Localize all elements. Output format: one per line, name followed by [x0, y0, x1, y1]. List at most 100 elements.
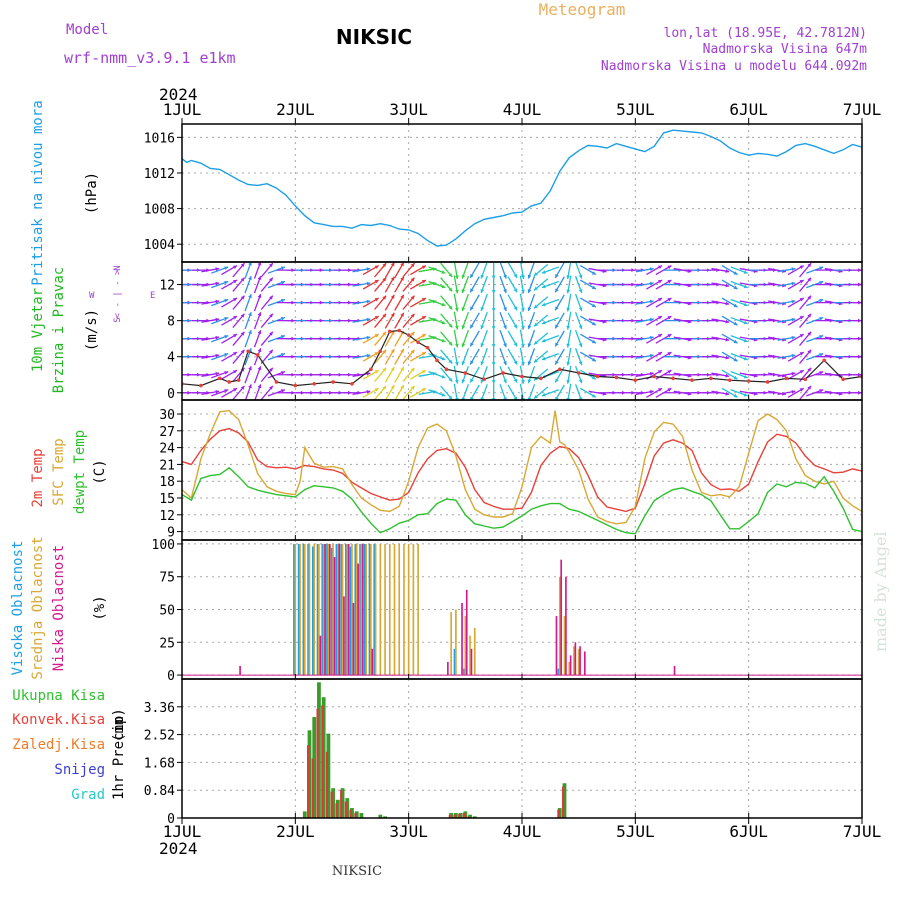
wind-arrow-head	[461, 325, 466, 330]
wind-arrow-head	[461, 361, 466, 366]
wind-arrow-head	[374, 370, 379, 374]
cloud_mid-bar	[403, 543, 405, 676]
precip_conv-bar	[311, 758, 314, 818]
wind-arrow-head	[215, 353, 220, 358]
wind-arrow-head	[658, 316, 663, 320]
wind-arrow-head	[658, 352, 663, 356]
wind-arrow-head	[578, 379, 583, 384]
wind-arrow-head	[224, 353, 229, 357]
wind-arrow-head	[867, 355, 871, 359]
cloud_mid-bar	[313, 543, 316, 676]
cloud_mid-bar	[407, 543, 410, 676]
wind-speed-point	[576, 371, 581, 375]
wind-arrow-head	[743, 284, 748, 289]
temperature-labels: 2m Temp SFC Temp dewpt Temp (C)	[30, 430, 108, 514]
temperature-ytick-label: 24	[159, 442, 175, 457]
wind-arrow-head	[566, 289, 571, 294]
wind-arrow-head	[791, 389, 796, 394]
wind-arrow-head	[743, 338, 748, 343]
wind-arrow-head	[541, 302, 546, 307]
wind-arrow-head	[224, 280, 229, 285]
precip_total-bar	[345, 798, 350, 818]
wind-arrow-head	[521, 325, 525, 330]
wind-arrow-head	[461, 289, 466, 294]
wind-arrow-head	[807, 295, 812, 300]
wind-arrow-head	[725, 337, 730, 342]
wind-arrow-head	[799, 352, 804, 356]
precip_total-bar	[562, 783, 567, 818]
precip_total-bar	[378, 814, 383, 818]
precip_total-bar	[449, 813, 454, 818]
cloud_high-bar	[297, 543, 300, 676]
cloud_high-bar	[302, 543, 305, 676]
precip-ytick-label: 1.68	[144, 756, 175, 771]
wind-arrow-head	[448, 287, 453, 292]
day-label-bottom: 3JUL	[389, 822, 428, 841]
wind-arrow-head	[400, 294, 404, 299]
wind-arrow-head	[867, 373, 871, 377]
cloud_low-bar	[447, 661, 449, 676]
wind-arrow-head	[733, 303, 738, 308]
wind-arrow-head	[269, 367, 273, 372]
wind-arrow-head	[421, 265, 426, 270]
wind-arrow-head	[513, 288, 518, 293]
wind-arrow-head	[280, 266, 285, 271]
cloud_high-bar	[363, 543, 366, 676]
wind-speed-point	[435, 358, 439, 363]
wind-arrow-head	[541, 338, 546, 343]
wind-ytick-label: 8	[167, 315, 175, 330]
wind-arrow-head	[521, 275, 525, 279]
temperature-ytick-label: 9	[167, 526, 175, 541]
wind-arrow-head	[224, 334, 229, 339]
wind-arrow-head	[269, 331, 273, 336]
wind-ytick-label: 12	[159, 279, 175, 294]
wind-arrow-head	[649, 335, 654, 340]
precip_total-bar	[312, 717, 317, 818]
wind-panel: 0 4 8 12	[159, 261, 871, 402]
wind-arrow-head	[791, 299, 796, 304]
clouds-data	[182, 543, 862, 676]
wind-arrow-head	[366, 389, 371, 394]
wind-arrow-head	[441, 284, 446, 289]
wind-speed-point	[784, 376, 789, 381]
wind-arrow-head	[513, 378, 518, 383]
temperature-ytick-label: 18	[159, 475, 175, 490]
cloud_high-bar	[321, 543, 324, 676]
day-label-bottom: 5JUL	[616, 822, 655, 841]
wind-arrow-head	[867, 319, 871, 323]
wind-arrow-head	[280, 353, 285, 357]
wind-arrow-head	[400, 384, 404, 389]
wind-arrow-head	[224, 266, 229, 271]
cloud_low-bar	[579, 646, 581, 676]
wind-arrow-head	[807, 331, 812, 336]
wind-arrow-head	[533, 272, 538, 276]
wind-arrow-head	[454, 307, 459, 312]
pressure-labels: Pritisak na nivou mora (hPa)	[30, 100, 100, 285]
wind-speed-point	[406, 333, 411, 337]
cloud_mid-bar	[365, 543, 367, 676]
cloud_mid-bar	[318, 543, 320, 676]
cloud_mid-bar	[455, 609, 457, 676]
wind-arrow-head	[725, 301, 730, 306]
wind-speed-point	[614, 375, 619, 380]
wind-arrow-head	[799, 370, 804, 374]
wind-arrow-head	[658, 265, 663, 270]
year-label-bottom: 2024	[159, 839, 198, 858]
cloud_low-bar	[347, 543, 350, 676]
cloud_mid-bar	[327, 543, 330, 676]
precip_conv-bar	[462, 813, 465, 818]
day-label-top: 7JUL	[843, 100, 882, 119]
wind-arrow-head	[658, 370, 663, 374]
cloud_mid-bar	[577, 648, 580, 676]
temperature-unit: (C)	[92, 459, 108, 484]
wind-arrow-head	[555, 324, 559, 329]
precip_conv-bar	[557, 809, 560, 818]
day-label-top: 2JUL	[276, 100, 315, 119]
wind-speed-point	[822, 358, 827, 363]
wind-arrow-head	[725, 355, 730, 360]
wind-arrow-head	[733, 271, 738, 275]
wind-arrow-head	[513, 273, 518, 278]
cloud_low-bar	[461, 602, 463, 676]
wind-arrow-head	[240, 313, 245, 318]
